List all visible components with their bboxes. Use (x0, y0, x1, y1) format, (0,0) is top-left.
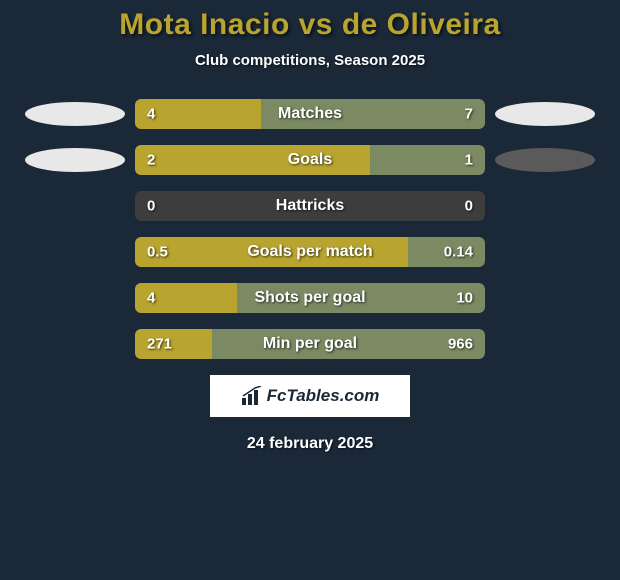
stat-label: Shots per goal (254, 289, 365, 307)
player-marker-left (25, 148, 125, 172)
stat-bar: 0 0 Hattricks (135, 191, 485, 221)
logo-text: FcTables.com (267, 386, 380, 406)
stats-list: 4 7 Matches 2 1 Goals 0 0 Hattricks 0.5 0.14 Goals … (0, 99, 620, 359)
comparison-card: Mota Inacio vs de Oliveira Club competit… (0, 0, 620, 453)
stat-value-left: 4 (147, 290, 155, 307)
stat-value-left: 0 (147, 198, 155, 215)
stat-value-left: 2 (147, 152, 155, 169)
stat-bar: 4 10 Shots per goal (135, 283, 485, 313)
chart-icon (241, 386, 263, 406)
stat-label: Goals (288, 151, 332, 169)
page-subtitle: Club competitions, Season 2025 (0, 52, 620, 69)
stat-label: Hattricks (276, 197, 344, 215)
stat-label: Matches (278, 105, 342, 123)
stat-bar: 4 7 Matches (135, 99, 485, 129)
stat-value-left: 4 (147, 106, 155, 123)
stat-row: 0.5 0.14 Goals per match (0, 237, 620, 267)
stat-value-right: 966 (448, 336, 473, 353)
stat-value-left: 0.5 (147, 244, 168, 261)
stat-row: 0 0 Hattricks (0, 191, 620, 221)
stat-row: 271 966 Min per goal (0, 329, 620, 359)
stat-row: 4 7 Matches (0, 99, 620, 129)
stat-value-left: 271 (147, 336, 172, 353)
stat-value-right: 10 (456, 290, 473, 307)
stat-value-right: 7 (465, 106, 473, 123)
player-marker-right (495, 148, 595, 172)
stat-label: Min per goal (263, 335, 357, 353)
stat-row: 2 1 Goals (0, 145, 620, 175)
stat-row: 4 10 Shots per goal (0, 283, 620, 313)
stat-label: Goals per match (247, 243, 372, 261)
stat-bar: 271 966 Min per goal (135, 329, 485, 359)
stat-bar: 0.5 0.14 Goals per match (135, 237, 485, 267)
logo-box: FcTables.com (210, 375, 410, 417)
page-title: Mota Inacio vs de Oliveira (0, 8, 620, 42)
stat-value-right: 1 (465, 152, 473, 169)
stat-value-right: 0 (465, 198, 473, 215)
player-marker-left (25, 102, 125, 126)
player-marker-right (495, 102, 595, 126)
stat-bar: 2 1 Goals (135, 145, 485, 175)
date-label: 24 february 2025 (0, 435, 620, 453)
stat-value-right: 0.14 (444, 244, 473, 261)
